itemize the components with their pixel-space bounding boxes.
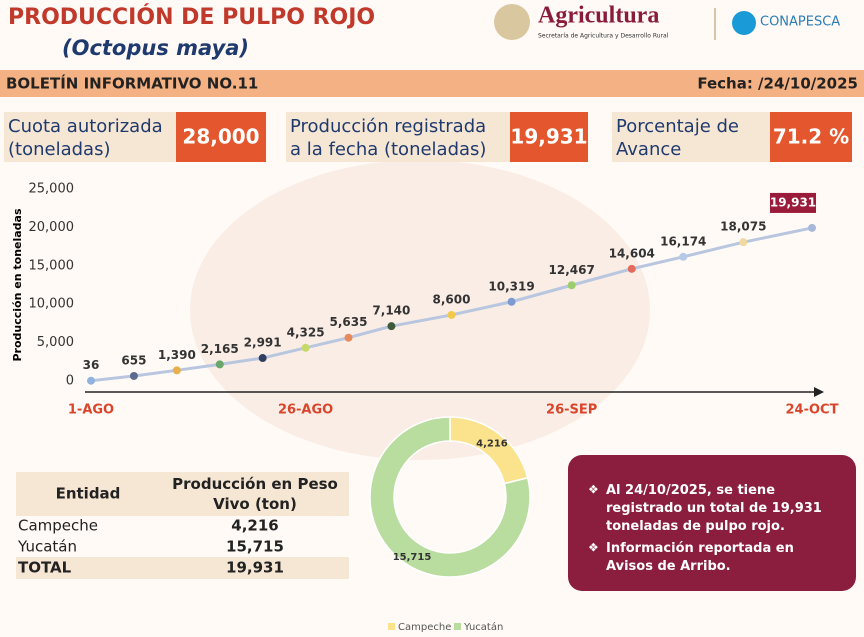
x-axis-arrow <box>814 387 824 397</box>
brand: Agricultura <box>538 3 659 29</box>
kpi-value: 71.2 % <box>773 125 849 149</box>
data-point <box>344 333 353 342</box>
table-header <box>16 472 349 516</box>
legend-swatch <box>388 623 395 630</box>
data-point <box>129 371 138 380</box>
brand-subtitle: Secretaría de Agricultura y Desarrollo R… <box>538 33 669 40</box>
table-header-cell: Entidad <box>56 485 121 503</box>
data-point <box>387 322 396 331</box>
legend-label: Yucatán <box>463 621 503 633</box>
title: PRODUCCIÓN DE PULPO ROJO <box>8 4 375 30</box>
data-point <box>808 223 816 232</box>
data-label: 8,600 <box>433 292 471 306</box>
data-point <box>215 360 224 369</box>
data-point <box>679 252 688 261</box>
data-label: 36 <box>83 358 100 372</box>
legend-label: Campeche <box>398 622 451 633</box>
y-tick-label: 15,000 <box>29 258 75 273</box>
banner <box>0 70 864 97</box>
note: Información reportada en Avisos de Arribo… <box>606 541 794 574</box>
kpi-label: (toneladas) <box>8 139 110 160</box>
table-header-cell: Producción en Peso Vivo (ton) <box>172 475 338 513</box>
kpi-label: Cuota autorizada <box>8 116 163 137</box>
data-point <box>172 366 181 375</box>
x-tick-label: 24-OCT <box>786 403 839 418</box>
kpi-label: Producción registrada <box>290 116 486 137</box>
x-tick-label: 26-SEP <box>546 403 597 418</box>
slice-label: 4,216 <box>476 438 508 449</box>
y-axis-label: Producción en toneladas <box>11 208 24 361</box>
y-tick-label: 5,000 <box>37 335 74 350</box>
table-cell: Campeche <box>18 517 98 535</box>
octopus-backdrop <box>190 160 650 460</box>
data-label: 12,467 <box>549 263 595 277</box>
data-point <box>739 238 748 247</box>
kpi-label: Avance <box>616 139 681 160</box>
y-tick-label: 0 <box>66 374 74 389</box>
data-point <box>301 343 310 352</box>
table-total-row <box>16 557 349 579</box>
emblem <box>494 4 530 40</box>
data-point <box>567 281 576 290</box>
notes-box <box>568 455 856 591</box>
data-label: 5,635 <box>330 315 368 329</box>
legend-swatch <box>454 623 461 630</box>
agency-logo <box>732 11 756 35</box>
kpi-value-box <box>510 112 588 162</box>
y-tick-label: 20,000 <box>29 220 75 235</box>
data-label: 10,319 <box>488 279 534 293</box>
kpi-value-box <box>176 112 266 162</box>
data-point <box>447 310 456 319</box>
kpi-label-box <box>286 112 510 162</box>
data-point <box>627 264 636 273</box>
data-label: 18,075 <box>720 220 766 234</box>
x-tick-label: 1-AGO <box>68 403 114 418</box>
note: Al 24/10/2025, se tiene registrado un tot… <box>606 483 822 534</box>
x-tick-label: 26-AGO <box>278 403 333 418</box>
data-point <box>87 376 95 385</box>
table-cell: TOTAL <box>18 559 72 577</box>
kpi-value: 28,000 <box>182 125 259 149</box>
kpi-label-box <box>4 112 176 162</box>
data-label: 1,390 <box>158 348 196 362</box>
y-tick-label: 10,000 <box>29 297 75 312</box>
y-tick-label: 25,000 <box>29 182 75 197</box>
donut-slice <box>369 416 531 578</box>
banner-left: BOLETÍN INFORMATIVO NO.11 <box>6 74 258 93</box>
slice-label: 15,715 <box>393 552 432 563</box>
table-cell: Yucatán <box>17 538 77 556</box>
table-cell: 19,931 <box>226 559 284 577</box>
data-point <box>507 297 516 306</box>
last-label-box <box>770 192 816 213</box>
table-cell: 4,216 <box>231 517 278 535</box>
kpi-value-box <box>770 112 852 162</box>
data-label: 655 <box>121 353 146 367</box>
agency: CONAPESCA <box>760 15 840 30</box>
data-label: 4,325 <box>287 325 325 339</box>
data-label: 16,174 <box>660 234 706 248</box>
bullet: ❖ <box>588 483 599 497</box>
data-label: 2,165 <box>201 342 239 356</box>
subtitle: (Octopus maya) <box>62 36 249 60</box>
kpi-label-box <box>612 112 770 162</box>
data-label: 19,931 <box>770 195 816 209</box>
kpi-label: a la fecha (toneladas) <box>290 139 486 160</box>
kpi-value: 19,931 <box>510 125 587 149</box>
data-point <box>258 354 267 363</box>
bullet: ❖ <box>588 541 599 555</box>
kpi-label: Porcentaje de <box>616 116 739 137</box>
data-label: 2,991 <box>244 336 282 350</box>
data-label: 14,604 <box>609 246 655 260</box>
banner-right: Fecha: /24/10/2025 <box>697 75 858 93</box>
table-cell: 15,715 <box>226 538 284 556</box>
data-label: 7,140 <box>372 304 410 318</box>
